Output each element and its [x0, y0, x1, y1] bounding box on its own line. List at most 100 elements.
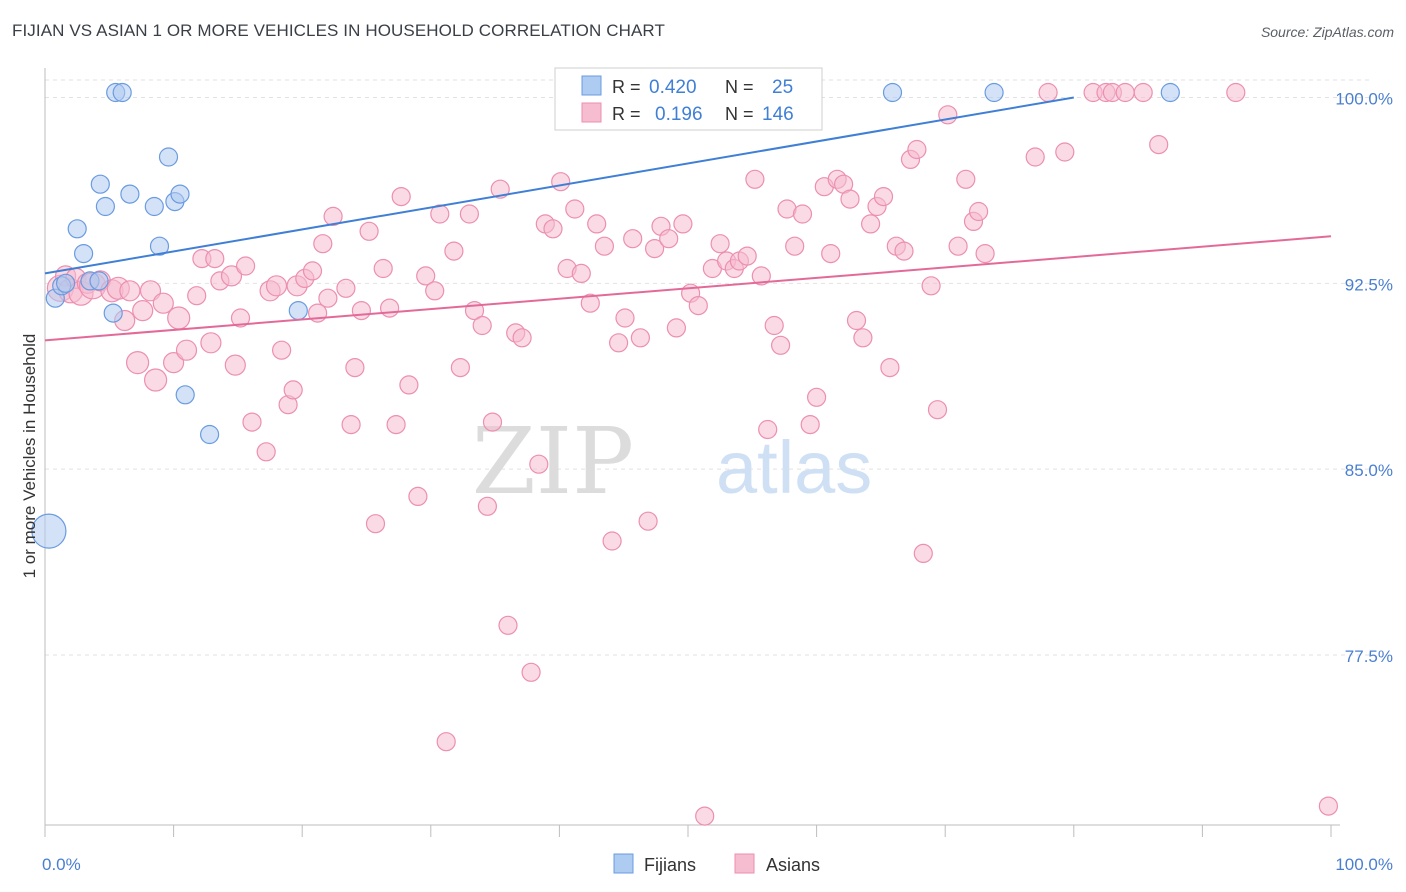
- asians-point: [224, 354, 246, 376]
- y-tick-labels: 77.5% 85.0% 92.5% 100.0%: [1335, 90, 1393, 667]
- asians-point: [853, 328, 873, 348]
- asians-point: [132, 300, 154, 322]
- asians-point: [821, 244, 841, 264]
- asians-point: [529, 454, 549, 474]
- bottom-swatch-fijians: [613, 853, 634, 874]
- legend-r-value-asians: 0.196: [655, 104, 703, 125]
- chart-title: FIJIAN VS ASIAN 1 OR MORE VEHICLES IN HO…: [12, 21, 665, 40]
- asians-point: [666, 318, 687, 338]
- fijians-point: [73, 244, 94, 264]
- fijians-point: [103, 303, 123, 323]
- fijians-point: [170, 184, 190, 204]
- legend-r-label-fijians: R =: [612, 77, 641, 97]
- asians-point: [163, 352, 185, 374]
- asians-point: [688, 296, 708, 316]
- asians-point: [1318, 796, 1339, 816]
- asians-point: [1025, 147, 1045, 167]
- asians-point: [336, 278, 356, 298]
- asians-point: [498, 615, 518, 635]
- asians-point: [205, 249, 225, 269]
- asians-point: [587, 214, 607, 234]
- asians-point: [365, 514, 386, 534]
- asians-point: [302, 261, 323, 281]
- asians-point: [565, 199, 585, 219]
- asians-point: [785, 236, 805, 256]
- asians-point: [880, 358, 900, 378]
- asians-point: [126, 351, 150, 375]
- asians-point: [927, 400, 948, 420]
- asians-point: [283, 380, 303, 400]
- asians-point: [477, 496, 497, 516]
- asians-point: [200, 332, 222, 354]
- legend-n-label-fijians: N =: [725, 77, 754, 97]
- asians-point: [1226, 82, 1246, 103]
- asians-point: [272, 340, 292, 360]
- fijians-point: [288, 301, 308, 321]
- stats-legend: R = 0.420 N = 25 R = 0.196 N = 146: [554, 67, 823, 131]
- fijians-point: [200, 424, 220, 445]
- fijians-series: [31, 82, 1180, 549]
- asians-point: [975, 244, 995, 264]
- source-credit: Source: ZipAtlas.com: [1260, 24, 1394, 40]
- asians-point: [444, 241, 464, 261]
- asians-point: [408, 486, 428, 506]
- asians-point: [175, 339, 198, 361]
- asians-point: [256, 442, 276, 462]
- legend-swatch-fijians: [581, 75, 602, 96]
- asians-point: [265, 275, 288, 297]
- asians-point: [764, 315, 784, 336]
- asians-point: [710, 234, 730, 254]
- asians-point: [571, 263, 591, 283]
- series-legend: Fijians Asians: [613, 853, 820, 875]
- asians-point: [644, 239, 665, 259]
- fijians-point: [984, 82, 1004, 103]
- axes: [44, 68, 1340, 837]
- asians-point: [770, 335, 791, 355]
- asians-point: [220, 265, 243, 287]
- asians-point: [695, 806, 715, 826]
- fijians-point: [31, 513, 67, 549]
- fijians-point: [158, 147, 179, 167]
- bottom-swatch-asians: [734, 853, 755, 874]
- asians-point: [425, 281, 445, 301]
- asians-point: [380, 298, 400, 318]
- asians-point: [386, 415, 406, 435]
- asians-point: [737, 246, 757, 266]
- asians-point: [1115, 82, 1135, 103]
- asians-point: [1038, 82, 1058, 103]
- asians-point: [152, 292, 174, 314]
- asians-point: [399, 375, 419, 395]
- legend-n-label-asians: N =: [725, 104, 754, 124]
- asians-point: [436, 732, 456, 752]
- asians-point: [472, 315, 492, 336]
- asians-point: [236, 256, 256, 276]
- asians-point: [638, 511, 658, 531]
- asians-point: [745, 169, 765, 189]
- asians-point: [373, 258, 393, 279]
- asians-point: [608, 333, 629, 353]
- legend-r-value-fijians: 0.420: [649, 77, 697, 98]
- x-tick-labels: 0.0% 100.0%: [42, 855, 1393, 874]
- asians-point: [846, 310, 867, 331]
- asians-point: [391, 187, 411, 207]
- x-tick-label: 100.0%: [1335, 855, 1393, 874]
- asians-point: [313, 234, 333, 254]
- fijians-point: [95, 196, 116, 217]
- fijians-point: [90, 174, 110, 194]
- asians-trend-line: [44, 235, 1332, 342]
- y-tick-label: 100.0%: [1335, 90, 1393, 109]
- fijians-point: [175, 385, 195, 405]
- asians-point: [450, 358, 470, 378]
- asians-point: [230, 308, 251, 328]
- asians-point: [416, 266, 436, 286]
- asians-point: [956, 169, 976, 189]
- asians-point: [242, 412, 262, 432]
- y-axis-label: 1 or more Vehicles in Household: [20, 334, 39, 579]
- asians-point: [512, 328, 532, 348]
- watermark-atlas: atlas: [716, 426, 872, 509]
- asians-point: [551, 172, 571, 192]
- fijians-point: [882, 82, 903, 103]
- asians-point: [894, 241, 914, 261]
- legend-n-value-fijians: 25: [772, 77, 793, 98]
- fijians-point: [112, 82, 132, 103]
